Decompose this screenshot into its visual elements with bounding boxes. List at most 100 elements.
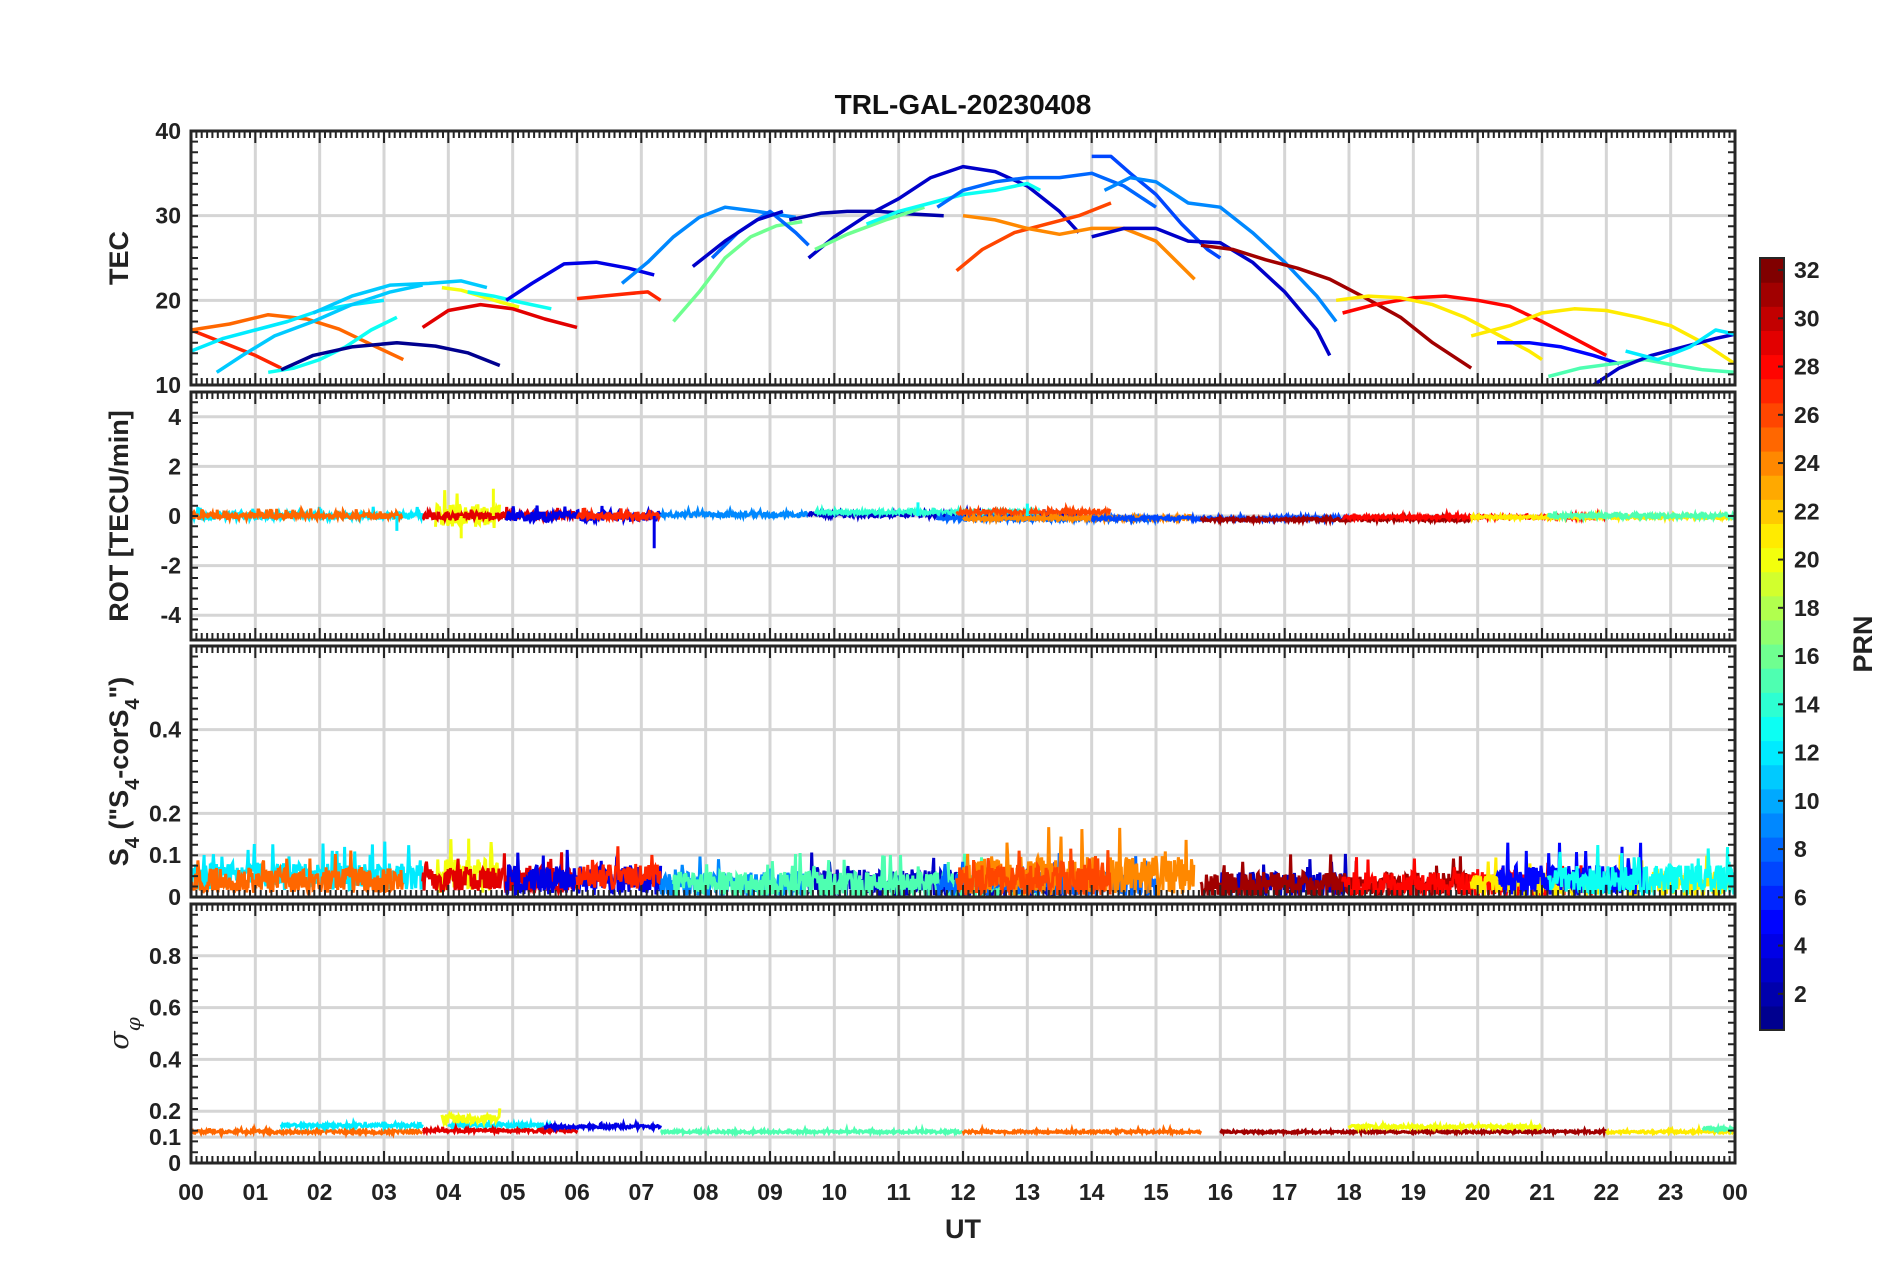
x-tick-label: 04	[436, 1179, 462, 1205]
sigma-series-prn-25	[191, 1122, 424, 1140]
colorbar-tick-label: 18	[1794, 595, 1820, 621]
s4-y-tick-label: 0.4	[149, 717, 181, 743]
colorbar-swatch	[1760, 619, 1784, 645]
colorbar-swatch	[1760, 957, 1784, 983]
rot-y-tick-label: -4	[161, 602, 182, 628]
s4-y-tick-label: 0.2	[149, 800, 181, 826]
tec-series-prn-3	[1592, 332, 1735, 385]
tec-series-prn-20	[441, 285, 520, 309]
tec-series-prn-5	[1497, 340, 1620, 366]
tec-series-prn-29	[421, 302, 578, 330]
tec-series-prn-15	[1547, 357, 1735, 379]
x-tick-label: 16	[1208, 1179, 1234, 1205]
sigma-series-prn-15	[660, 1123, 964, 1138]
colorbar-swatch	[1760, 523, 1784, 549]
x-tick-label: 19	[1401, 1179, 1427, 1205]
sigma-y-tick-label: 0.8	[149, 943, 181, 969]
colorbar-frame	[1759, 257, 1785, 1031]
tec-series-prn-31	[1200, 243, 1473, 370]
sigma-series-prn-15	[1701, 1122, 1735, 1135]
colorbar-tick-label: 24	[1794, 450, 1820, 476]
sigma-y-axis-label: σφ	[104, 1017, 145, 1049]
tec-series-prn-16	[672, 219, 803, 323]
colorbar-swatch	[1760, 909, 1784, 935]
tec-data	[191, 154, 1735, 385]
rot-y-axis-label: ROT [TECU/min]	[104, 410, 134, 621]
s4-y-tick-label: 0	[168, 884, 181, 910]
x-tick-label: 08	[693, 1179, 719, 1205]
colorbar-tick-label: 16	[1794, 643, 1820, 669]
colorbar-swatch	[1760, 282, 1784, 307]
x-tick-label: 17	[1272, 1179, 1298, 1205]
sigma-series-prn-20	[440, 1108, 502, 1129]
sigma-series-prn-21	[1604, 1123, 1735, 1137]
rot-panel: -4 -2 0 2 4 ROT [TECU/min]	[104, 390, 1737, 642]
x-tick-label: 15	[1143, 1179, 1169, 1205]
x-tick-label: 07	[629, 1179, 655, 1205]
x-tick-label: 05	[500, 1179, 526, 1205]
x-tick-label: 18	[1336, 1179, 1362, 1205]
colorbar-tick-label: 30	[1794, 305, 1820, 331]
s4-tick-marks	[190, 645, 1736, 898]
tec-y-tick-label: 20	[155, 287, 181, 313]
x-tick-label: 20	[1465, 1179, 1491, 1205]
colorbar-swatch	[1760, 571, 1784, 597]
x-axis-label: UT	[945, 1214, 981, 1244]
tec-series-prn-26	[955, 201, 1112, 273]
tec-series-prn-8	[710, 209, 810, 260]
rot-y-tick-label: 0	[168, 503, 181, 529]
colorbar-tick-label: 8	[1794, 836, 1807, 862]
x-tick-labels: 00 01 02 03 04 05 06 07 08 09 10 11 12 13 14 15 16 17 18 19…	[178, 1179, 1748, 1205]
colorbar-tick-label: 26	[1794, 402, 1820, 428]
tec-series-prn-11	[312, 279, 488, 315]
x-tick-label: 23	[1658, 1179, 1684, 1205]
x-tick-label: 12	[950, 1179, 976, 1205]
rot-series-prn-26	[955, 501, 1112, 520]
sigma-series-prn-12	[447, 1115, 553, 1132]
x-tick-label: 00	[178, 1179, 204, 1205]
tec-series-prn-21	[1335, 294, 1543, 362]
x-tick-label: 06	[564, 1179, 590, 1205]
sigma-y-tick-label: 0.1	[149, 1124, 181, 1150]
x-tick-label: 02	[307, 1179, 333, 1205]
tec-series-prn-3	[691, 209, 784, 268]
colorbar-tick-label: 12	[1794, 740, 1820, 766]
tec-series-prn-24	[962, 213, 1196, 281]
x-tick-label: 10	[822, 1179, 848, 1205]
colorbar-swatch	[1760, 812, 1784, 838]
tec-series-prn-28	[1342, 294, 1608, 357]
tec-series-prn-12	[1625, 328, 1735, 362]
colorbar-swatch	[1760, 764, 1784, 790]
colorbar-tick-label: 2	[1794, 981, 1807, 1007]
rot-data	[191, 488, 1735, 549]
x-tick-label: 03	[371, 1179, 397, 1205]
colorbar-tick-label: 6	[1794, 884, 1807, 910]
tec-series-prn-13	[267, 315, 398, 375]
colorbar-tick-label: 4	[1794, 933, 1807, 959]
sigma-y-tick-label: 0.2	[149, 1098, 181, 1124]
sigma-panel: 00.10.2 0.4 0.6 0.8 σφ	[104, 902, 1737, 1176]
sigma-y-tick-label: 0.6	[149, 995, 181, 1021]
x-tick-label: 01	[243, 1179, 269, 1205]
x-tick-label: 14	[1079, 1179, 1105, 1205]
tec-series-prn-21	[1470, 307, 1735, 366]
sigma-tick-marks	[190, 903, 1736, 1164]
x-tick-label: 13	[1015, 1179, 1041, 1205]
colorbar-tick-label: 28	[1794, 354, 1820, 380]
colorbar-swatch	[1760, 330, 1784, 356]
sigma-y-tick-label: 0	[168, 1150, 181, 1176]
rot-y-tick-label: 2	[168, 453, 181, 479]
s4-y-axis-label: S4 ("S4-corS4")	[104, 677, 144, 867]
x-tick-label: 11	[887, 1179, 912, 1205]
tec-series-prn-7	[1091, 154, 1222, 260]
colorbar-tick-label: 32	[1794, 257, 1820, 283]
chart-title: TRL-GAL-20230408	[835, 89, 1092, 120]
tec-series-prn-27	[191, 328, 282, 370]
rot-y-tick-label: 4	[168, 404, 181, 430]
sigma-series-prn-4	[543, 1118, 662, 1134]
tec-panel: 10 20 30 40 TEC	[104, 118, 1737, 398]
sigma-series-prn-12	[279, 1116, 424, 1133]
tec-series-prn-13	[865, 181, 1042, 226]
tec-series-prn-3	[1091, 226, 1332, 357]
